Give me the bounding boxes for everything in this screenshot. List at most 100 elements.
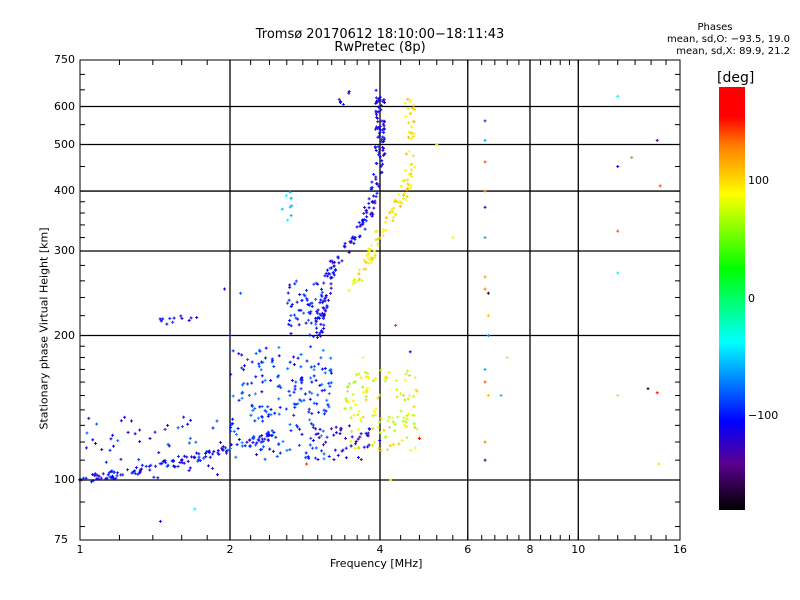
data-point [257,364,261,368]
data-point [234,432,238,436]
data-point [84,446,88,450]
data-point [284,407,288,411]
data-point [367,247,371,251]
data-point [388,425,392,429]
data-point [358,234,362,238]
data-point [314,446,318,450]
data-point [358,435,362,439]
data-point [236,427,240,431]
data-point [152,475,156,479]
data-point [254,351,258,355]
data-point [308,418,312,422]
data-point [394,323,398,327]
data-point [374,96,378,100]
data-point [251,441,255,445]
data-point [294,380,298,384]
data-point [415,427,419,431]
data-point [99,476,103,480]
data-point [329,356,333,360]
data-point [307,410,311,414]
data-point [378,155,382,159]
data-point [166,423,170,427]
data-point [133,469,137,473]
data-point [160,462,164,466]
data-point [292,413,296,417]
data-point [253,419,257,423]
data-point [277,354,281,358]
data-point [374,149,378,153]
data-point [91,479,95,483]
data-point [366,372,370,376]
data-point [272,430,276,434]
data-point [253,392,257,396]
data-point [616,271,620,275]
data-point [322,306,326,310]
data-point [161,317,165,321]
y-tick-label: 400 [54,184,75,198]
data-point [328,259,332,263]
data-point [381,162,385,166]
data-point [320,367,324,371]
data-point [302,311,306,315]
data-point [376,153,380,157]
data-point [202,456,206,460]
data-point [115,474,119,478]
data-point [412,132,416,136]
data-point [483,367,487,371]
data-point [359,376,363,380]
data-point [417,437,421,441]
data-point [271,449,275,453]
data-point [251,408,255,412]
data-point [315,331,319,335]
data-point [405,195,409,199]
data-point [158,519,162,523]
data-point [138,471,142,475]
data-point [144,464,148,468]
data-point [379,104,383,108]
data-point [234,455,238,459]
data-point [189,418,193,422]
data-point [260,390,264,394]
data-point [365,211,369,215]
data-point [361,385,365,389]
data-point [365,433,369,437]
data-point [299,308,303,312]
data-point [353,235,357,239]
data-point [318,427,322,431]
data-point [366,256,370,260]
data-point [84,476,88,480]
data-point [337,97,341,101]
data-point [353,281,357,285]
data-point [370,180,374,184]
data-point [306,302,310,306]
data-point [95,473,99,477]
data-point [248,438,252,442]
data-point [162,459,166,463]
data-point [297,443,301,447]
data-point [409,99,413,103]
data-point [312,364,316,368]
data-point [383,120,387,124]
data-point [180,458,184,462]
data-point [363,227,367,231]
data-point [370,214,374,218]
data-point [308,312,312,316]
data-point [311,446,315,450]
data-point [334,425,338,429]
colorbar-tick-label: 0 [748,291,755,305]
data-point [403,191,407,195]
data-point [412,405,416,409]
data-point [373,146,377,150]
data-point [355,225,359,229]
data-point [374,161,378,165]
data-point [287,389,291,393]
data-point [265,432,269,436]
data-point [110,469,114,473]
data-point [319,322,323,326]
data-point [407,373,411,377]
data-point [93,441,97,445]
data-point [323,366,327,370]
data-point [338,100,342,104]
data-point [391,215,395,219]
data-point [655,138,659,142]
